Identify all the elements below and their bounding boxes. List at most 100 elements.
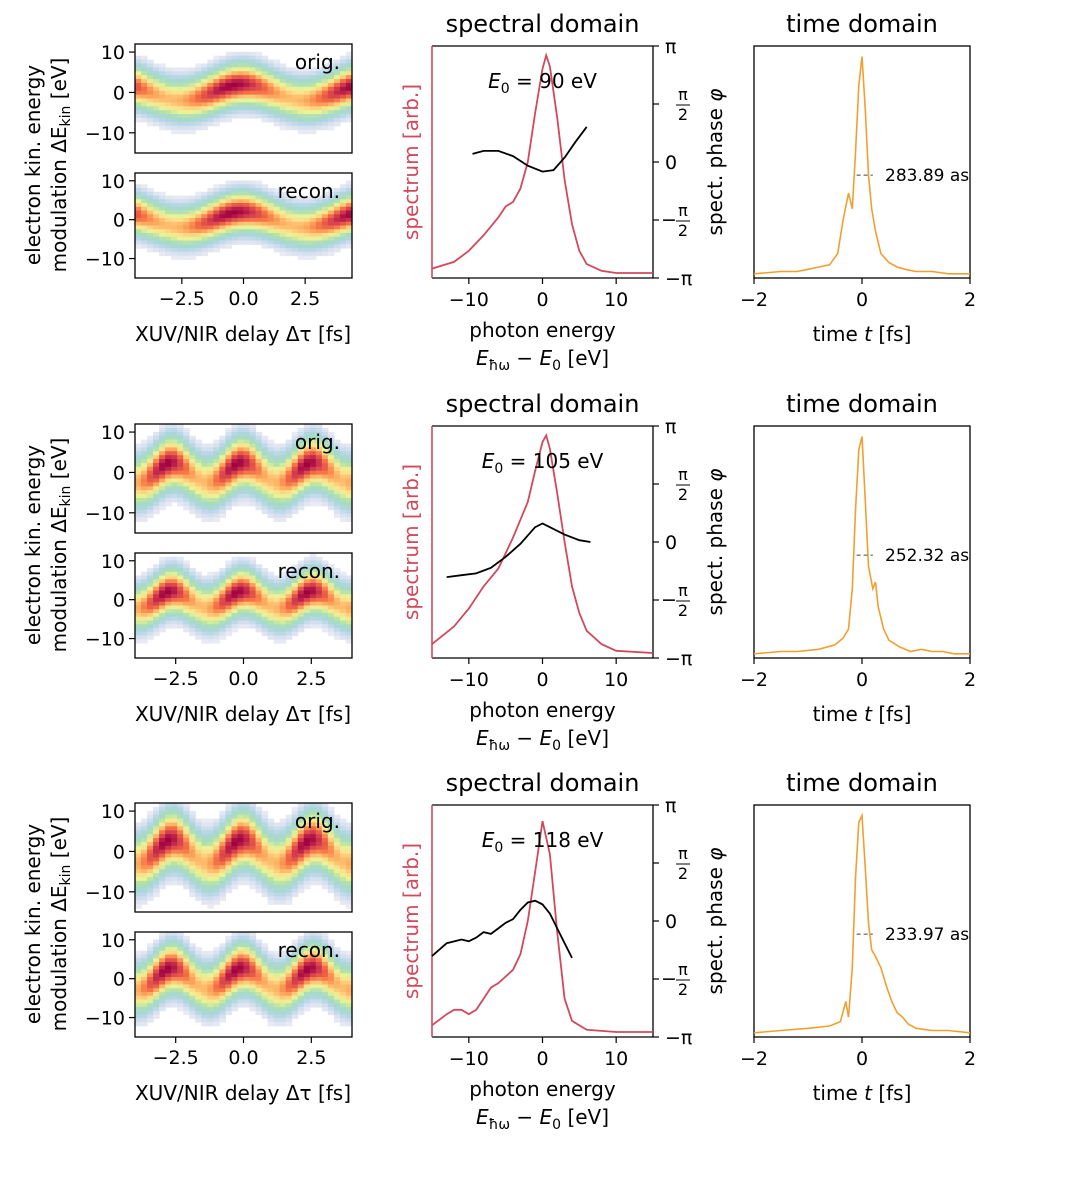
heatmap-cell — [213, 1007, 220, 1012]
heatmap-cell — [141, 71, 148, 76]
heatmap-cell — [189, 225, 196, 230]
heatmap-cell — [315, 841, 323, 847]
heatmap-cell — [219, 943, 227, 948]
heatmap-cell — [171, 474, 178, 480]
heatmap-cell — [333, 75, 341, 80]
heatmap-cell — [339, 94, 347, 100]
heatmap-cell — [201, 82, 208, 88]
heatmap-cell — [321, 560, 329, 565]
heatmap-cell — [231, 999, 239, 1004]
heatmap-cell — [249, 939, 257, 944]
heatmap-cell — [255, 114, 263, 119]
heatmap-cell — [165, 478, 172, 483]
heatmap-cell — [183, 125, 190, 131]
heatmap-cell — [273, 102, 281, 107]
heatmap-cell — [255, 609, 263, 614]
heatmap-cell — [285, 876, 293, 882]
heatmap-cell — [195, 439, 202, 445]
heatmap-cell — [177, 82, 184, 88]
heatmap-cell — [285, 505, 293, 511]
heatmap-cell — [327, 884, 335, 890]
heatmap-cell — [309, 195, 317, 200]
heatmap-cell — [303, 427, 311, 433]
heatmap-cell — [225, 590, 233, 595]
heatmap-cell — [345, 628, 353, 633]
heatmap-cell — [285, 977, 293, 982]
heatmap-cell — [249, 1007, 257, 1012]
heatmap-cell — [171, 244, 178, 249]
heatmap-cell — [327, 90, 335, 96]
heatmap-cell — [321, 478, 329, 483]
heatmap-cell — [321, 218, 329, 223]
heatmap-cell — [189, 834, 196, 839]
heatmap-cell — [339, 470, 347, 476]
heatmap-cell — [141, 459, 148, 464]
heatmap-cell — [249, 556, 257, 562]
phase-tick-label: − — [661, 589, 677, 611]
heatmap-cell — [255, 98, 263, 103]
heatmap-cell — [345, 180, 353, 185]
heatmap-cell — [177, 255, 184, 260]
heatmap-cell — [285, 586, 293, 592]
heatmap-cell — [333, 880, 341, 886]
heatmap-cell — [207, 973, 214, 978]
heatmap-cell — [225, 869, 233, 874]
heatmap-cell — [171, 601, 178, 607]
phase-line — [431, 899, 573, 959]
heatmap-cell — [183, 965, 190, 971]
heatmap-cell — [237, 560, 245, 565]
heatmap-cell — [189, 86, 196, 92]
heatmap-cell — [195, 620, 202, 625]
heatmap-cell — [231, 94, 239, 100]
heatmap-cell — [291, 598, 299, 603]
heatmap-cell — [267, 459, 275, 464]
heatmap-cell — [309, 221, 317, 227]
heatmap-cell — [309, 857, 317, 862]
heatmap-cell — [141, 497, 148, 503]
heatmap-cell — [339, 117, 347, 123]
heatmap-cell — [261, 984, 269, 989]
phase-tick-label: π — [665, 36, 676, 58]
heatmap-cell — [249, 834, 257, 839]
heatmap-cell — [183, 830, 190, 835]
heatmap-cell — [159, 579, 166, 584]
heatmap-cell — [273, 834, 281, 839]
heatmap-cell — [171, 838, 178, 843]
heatmap-cell — [333, 620, 341, 625]
heatmap-cell — [243, 431, 251, 437]
panel-label: recon. — [278, 559, 340, 583]
heatmap-cell — [213, 583, 220, 588]
heatmap-cell — [153, 568, 160, 573]
heatmap-cell — [303, 873, 311, 878]
heatmap-cell — [297, 943, 305, 948]
heatmap-cell — [171, 865, 178, 870]
heatmap-cell — [333, 63, 341, 68]
heatmap-cell — [255, 977, 263, 982]
heatmap-cell — [279, 635, 287, 640]
heatmap-cell — [153, 586, 160, 592]
heatmap-cell — [159, 125, 166, 131]
heatmap-cell — [195, 71, 202, 76]
heatmap-cell — [309, 869, 317, 874]
heatmap-cell — [141, 90, 148, 96]
heatmap-cell — [225, 873, 233, 878]
heatmap-cell — [333, 490, 341, 495]
spectral-phase-y-label: spect. phase φ — [703, 848, 727, 995]
heatmap-cell — [147, 82, 154, 88]
heatmap-cell — [339, 1022, 347, 1027]
heatmap-cell — [201, 447, 208, 452]
heatmap-cell — [189, 210, 196, 215]
heatmap-cell — [237, 474, 245, 480]
heatmap-cell — [135, 225, 142, 230]
heatmap-cell — [279, 818, 287, 824]
heatmap-cell — [345, 605, 353, 610]
heatmap-cell — [171, 424, 178, 429]
heatmap-cell — [201, 880, 208, 886]
heatmap-cell — [237, 214, 245, 219]
heatmap-cell — [249, 826, 257, 831]
heatmap-cell — [267, 67, 275, 72]
heatmap-cell — [141, 992, 148, 997]
heatmap-cell — [267, 455, 275, 460]
heatmap-cell — [231, 443, 239, 448]
